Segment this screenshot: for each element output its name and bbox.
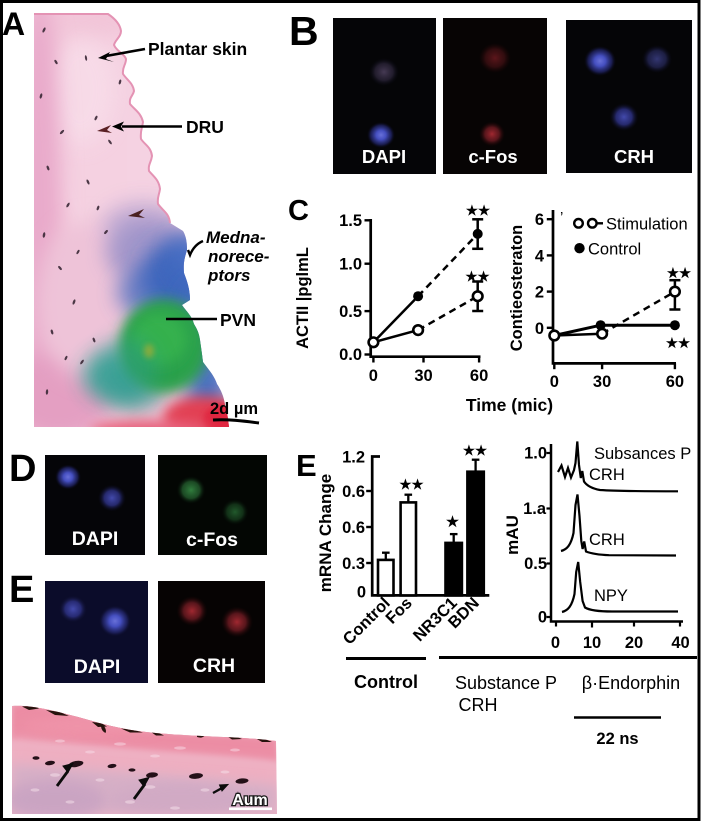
- svg-text:E: E: [296, 448, 317, 483]
- svg-text:Time (mic): Time (mic): [466, 395, 553, 415]
- svg-text:mRNA Change: mRNA Change: [316, 474, 335, 592]
- svg-text:PVN: PVN: [220, 310, 256, 330]
- svg-text:ACTII |pglmL: ACTII |pglmL: [294, 247, 312, 349]
- svg-text:★: ★: [446, 515, 460, 531]
- svg-text:0: 0: [551, 634, 560, 652]
- svg-text:★★: ★★: [463, 443, 488, 458]
- svg-text:20: 20: [625, 634, 643, 652]
- svg-text:Control: Control: [588, 241, 641, 259]
- svg-text:DAPI: DAPI: [72, 528, 119, 550]
- svg-text:ptors: ptors: [207, 266, 251, 285]
- svg-text:mAU: mAU: [503, 515, 522, 555]
- svg-text:B: B: [289, 8, 319, 54]
- svg-text:E: E: [9, 569, 34, 611]
- svg-text:0: 0: [535, 320, 544, 338]
- svg-text:CRH: CRH: [614, 146, 654, 167]
- svg-text:Subsances P: Subsances P: [594, 445, 691, 463]
- svg-text:’: ’: [560, 209, 563, 226]
- svg-text:30: 30: [414, 367, 432, 385]
- svg-text:22 ns: 22 ns: [596, 730, 638, 748]
- svg-text:0.5: 0.5: [339, 303, 362, 321]
- svg-text:★★: ★★: [465, 269, 490, 284]
- svg-text:Substance P: Substance P: [455, 673, 557, 693]
- svg-text:★★: ★★: [399, 477, 424, 492]
- svg-text:0: 0: [369, 367, 378, 385]
- svg-text:1.0: 1.0: [339, 256, 362, 274]
- svg-text:★★: ★★: [666, 336, 691, 351]
- svg-text:1.a: 1.a: [523, 500, 547, 518]
- svg-text:DAPI: DAPI: [74, 656, 121, 678]
- svg-text:0.3: 0.3: [342, 555, 365, 573]
- svg-text:Aum: Aum: [232, 792, 268, 809]
- svg-text:β·Endorphin: β·Endorphin: [582, 673, 680, 693]
- svg-text:0: 0: [550, 373, 559, 391]
- svg-text:0.6: 0.6: [342, 483, 365, 501]
- svg-text:0: 0: [538, 609, 547, 627]
- svg-text:1.5: 1.5: [339, 212, 362, 230]
- svg-text:Control: Control: [354, 672, 418, 692]
- svg-text:A: A: [2, 6, 25, 42]
- svg-text:60: 60: [666, 373, 684, 391]
- svg-text:Contieosteraton: Contieosteraton: [508, 225, 526, 352]
- svg-text:Stimulation: Stimulation: [606, 216, 688, 234]
- svg-text:NPY: NPY: [594, 587, 628, 605]
- svg-text:40: 40: [671, 634, 689, 652]
- svg-text:Plantar skin: Plantar skin: [148, 39, 247, 59]
- svg-text:CRH: CRH: [193, 655, 235, 677]
- svg-text:c-Fos: c-Fos: [186, 529, 238, 551]
- svg-text:0: 0: [357, 584, 366, 602]
- svg-text:0.5: 0.5: [524, 555, 547, 573]
- svg-text:0.6: 0.6: [342, 519, 365, 537]
- svg-text:DAPI: DAPI: [362, 146, 406, 167]
- svg-text:C: C: [288, 195, 309, 227]
- svg-text:CRH: CRH: [589, 466, 625, 484]
- svg-text:★★: ★★: [667, 266, 692, 281]
- svg-text:10: 10: [583, 634, 601, 652]
- svg-text:★★: ★★: [466, 203, 491, 218]
- svg-text:DRU: DRU: [186, 117, 224, 137]
- svg-text:norece-: norece-: [208, 247, 270, 266]
- svg-text:60: 60: [470, 367, 488, 385]
- svg-text:1.2: 1.2: [342, 449, 365, 467]
- svg-text:2d µm: 2d µm: [210, 400, 258, 418]
- svg-text:6: 6: [535, 211, 544, 229]
- svg-text:Medna-: Medna-: [206, 228, 266, 247]
- svg-text:D: D: [9, 448, 36, 490]
- svg-text:0.0: 0.0: [339, 346, 362, 364]
- svg-text:CRH: CRH: [589, 531, 625, 549]
- svg-text:c-Fos: c-Fos: [468, 146, 517, 167]
- svg-text:30: 30: [593, 373, 611, 391]
- svg-text:1.0: 1.0: [524, 445, 547, 463]
- svg-text:4: 4: [535, 247, 545, 265]
- svg-text:CRH: CRH: [459, 695, 498, 715]
- svg-text:2: 2: [535, 284, 544, 302]
